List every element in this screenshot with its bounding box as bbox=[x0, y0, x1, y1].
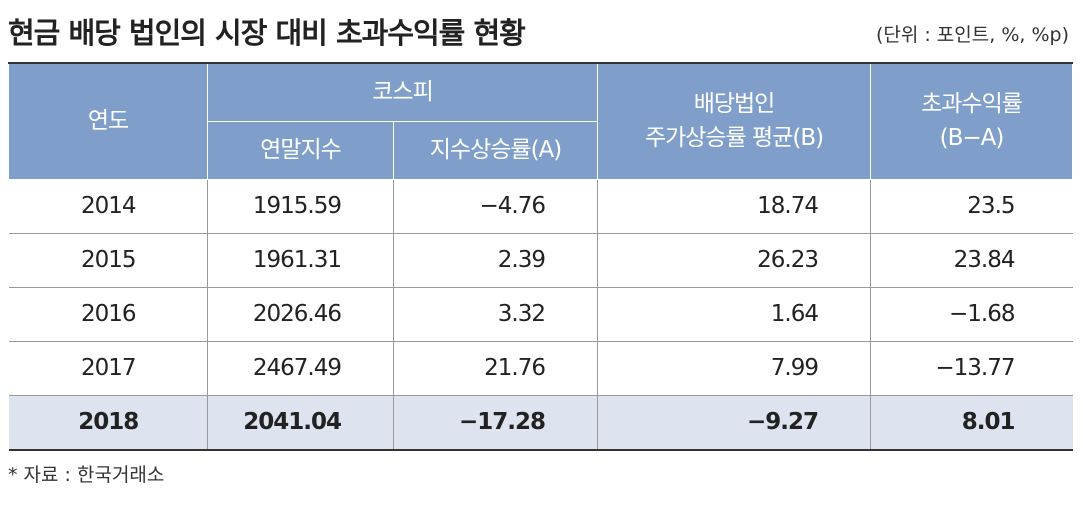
table-row: 2017 2467.49 21.76 7.99 −13.77 bbox=[8, 341, 1073, 396]
value-cell: −9.27 bbox=[597, 395, 872, 450]
data-table: 연도 코스피 배당법인 주가상승률 평균(B) 초과수익률 (B−A) 연말지수… bbox=[8, 62, 1074, 451]
value-cell: 23.5 bbox=[870, 179, 1073, 234]
table-row: 2015 1961.31 2.39 26.23 23.84 bbox=[8, 233, 1073, 288]
value-cell: −4.76 bbox=[393, 179, 599, 234]
year-cell: 2014 bbox=[8, 179, 208, 234]
header-cell: 연말지수 bbox=[207, 120, 394, 180]
value-cell: 2.39 bbox=[393, 233, 599, 288]
year-cell: 2018 bbox=[8, 395, 208, 450]
value-cell: 23.84 bbox=[870, 233, 1073, 288]
value-cell: 26.23 bbox=[597, 233, 872, 288]
value-cell: 8.01 bbox=[870, 395, 1073, 450]
value-cell: 7.99 bbox=[597, 341, 872, 396]
table-row: 2016 2026.46 3.32 1.64 −1.68 bbox=[8, 287, 1073, 342]
footnote: * 자료 : 한국거래소 bbox=[8, 464, 165, 486]
value-cell: −13.77 bbox=[870, 341, 1073, 396]
value-cell: 2041.04 bbox=[207, 395, 394, 450]
unit-note: (단위 : 포인트, %, %p) bbox=[875, 24, 1069, 46]
table-row: 2018 2041.04 −17.28 −9.27 8.01 bbox=[8, 395, 1073, 450]
value-cell: 2026.46 bbox=[207, 287, 394, 342]
value-cell: 18.74 bbox=[597, 179, 872, 234]
value-cell: 1915.59 bbox=[207, 179, 394, 234]
year-cell: 2015 bbox=[8, 233, 208, 288]
value-cell: 21.76 bbox=[393, 341, 599, 396]
table-body: 2014 1915.59 −4.76 18.74 23.5 2015 1961.31 2.39… bbox=[8, 179, 1073, 450]
table-row: 2014 1915.59 −4.76 18.74 23.5 bbox=[8, 179, 1073, 234]
title: 현금 배당 법인의 시장 대비 초과수익률 현황 bbox=[8, 16, 526, 50]
value-cell: −1.68 bbox=[870, 287, 1073, 342]
header-cell: 초과수익률 (B−A) bbox=[870, 62, 1074, 180]
value-cell: 2467.49 bbox=[207, 341, 394, 396]
year-cell: 2016 bbox=[8, 287, 208, 342]
header-cell: 지수상승률(A) bbox=[392, 120, 599, 180]
header-cell: 코스피 bbox=[206, 62, 599, 122]
value-cell: 1961.31 bbox=[207, 233, 394, 288]
header-cell: 배당법인 주가상승률 평균(B) bbox=[597, 62, 872, 180]
value-cell: −17.28 bbox=[393, 395, 599, 450]
header-cell: 연도 bbox=[8, 62, 208, 180]
value-cell: 1.64 bbox=[597, 287, 872, 342]
value-cell: 3.32 bbox=[393, 287, 599, 342]
year-cell: 2017 bbox=[8, 341, 208, 396]
